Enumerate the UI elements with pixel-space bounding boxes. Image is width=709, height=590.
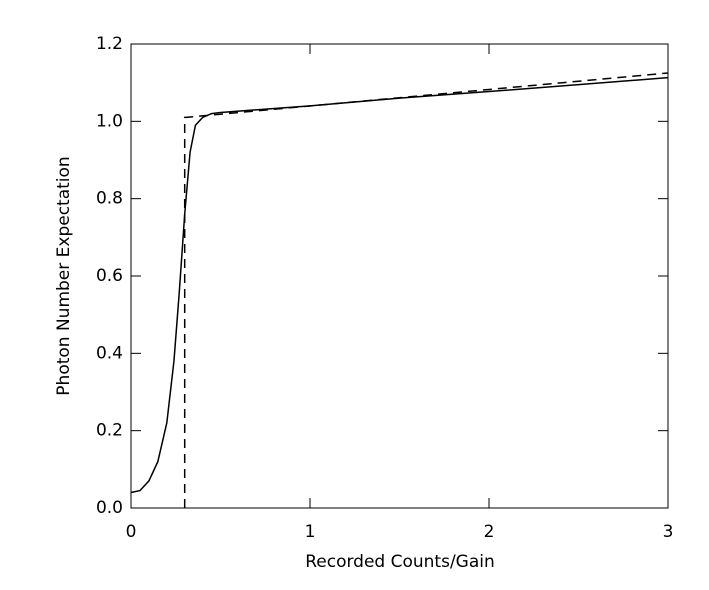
y-axis-label: Photon Number Expectation — [54, 156, 74, 395]
x-tick-label: 0 — [126, 522, 137, 542]
y-tick-label: 1.0 — [96, 111, 123, 131]
y-tick-label: 1.2 — [96, 34, 123, 54]
y-tick-label: 0.8 — [96, 189, 123, 209]
data-line — [130, 76, 669, 494]
x-tick-label: 1 — [305, 522, 316, 542]
data-line — [183, 72, 669, 508]
x-axis-label: Recorded Counts/Gain — [305, 552, 495, 572]
y-tick-label: 0.6 — [96, 266, 123, 286]
y-tick-label: 0.4 — [96, 343, 123, 363]
x-tick-label: 3 — [663, 522, 674, 542]
y-tick-label: 0.2 — [96, 421, 123, 441]
y-tick-label: 0.0 — [96, 498, 123, 518]
x-tick-label: 2 — [484, 522, 495, 542]
